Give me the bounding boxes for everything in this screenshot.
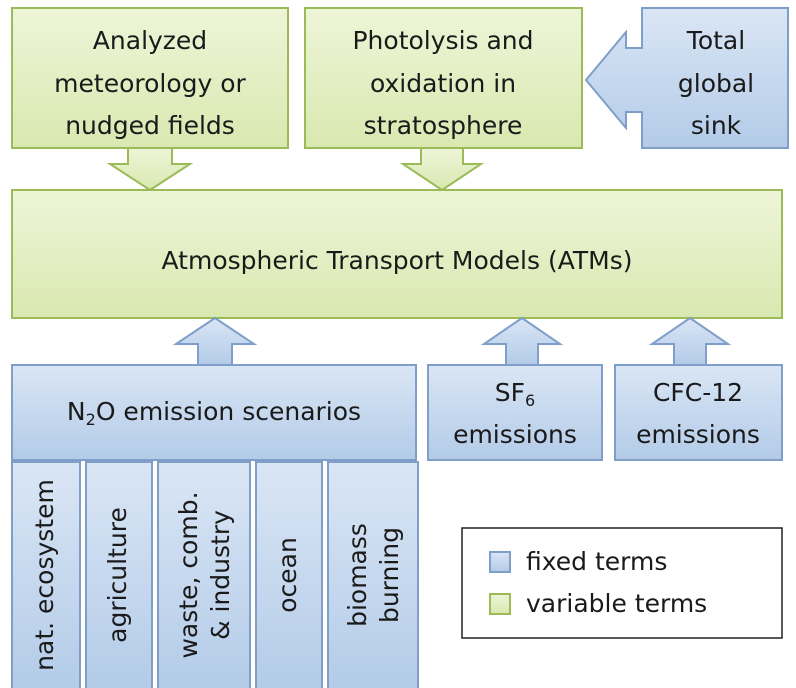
source-label: nat. ecosystem <box>30 479 59 671</box>
node-label: emissions <box>636 420 760 449</box>
node-label: meteorology or <box>54 69 246 98</box>
n2o-box <box>11 364 417 461</box>
node-label: Atmospheric Transport Models (ATMs) <box>162 246 633 275</box>
arrow-up <box>648 316 732 366</box>
source-label: biomass <box>343 523 372 627</box>
text: SF <box>495 378 525 407</box>
node-label: Total <box>686 26 745 55</box>
arrow-up <box>172 316 258 366</box>
atm-box <box>11 189 783 319</box>
legend-label: variable terms <box>526 589 707 618</box>
arrow-down <box>399 147 485 192</box>
legend-swatch <box>489 593 511 615</box>
source-box <box>327 461 419 688</box>
subscript: 6 <box>525 391 535 410</box>
arrow-down <box>106 147 194 192</box>
cfc-box <box>614 364 783 461</box>
node-label: sink <box>691 111 742 140</box>
meteorology-box <box>11 7 289 149</box>
node-label: Photolysis and <box>352 26 533 55</box>
source-label: & industry <box>206 510 235 640</box>
node-label: oxidation in <box>370 69 516 98</box>
source-box <box>85 461 153 688</box>
node-label: nudged fields <box>65 111 235 140</box>
stratosphere-box <box>304 7 583 149</box>
source-box <box>157 461 251 688</box>
source-box <box>255 461 323 688</box>
arrow-up <box>480 316 564 366</box>
node-label: SF6 <box>495 378 535 410</box>
text: O emission scenarios <box>96 397 361 426</box>
source-label: waste, comb. <box>174 491 203 658</box>
node-label: stratosphere <box>364 111 523 140</box>
legend-swatch <box>489 551 511 573</box>
node-label: Analyzed <box>93 26 207 55</box>
source-label: agriculture <box>103 507 132 643</box>
text: N <box>67 397 86 426</box>
legend <box>461 527 783 639</box>
source-box <box>11 461 81 688</box>
source-label: burning <box>375 527 404 623</box>
sink-box-arrow <box>584 7 789 149</box>
node-label: global <box>678 69 754 98</box>
node-label: emissions <box>453 420 577 449</box>
node-label: CFC-12 <box>653 378 743 407</box>
subscript: 2 <box>86 410 96 429</box>
node-label: N2O emission scenarios <box>67 397 361 429</box>
sf6-box <box>427 364 603 461</box>
source-label: ocean <box>273 537 302 613</box>
legend-label: fixed terms <box>526 547 667 576</box>
